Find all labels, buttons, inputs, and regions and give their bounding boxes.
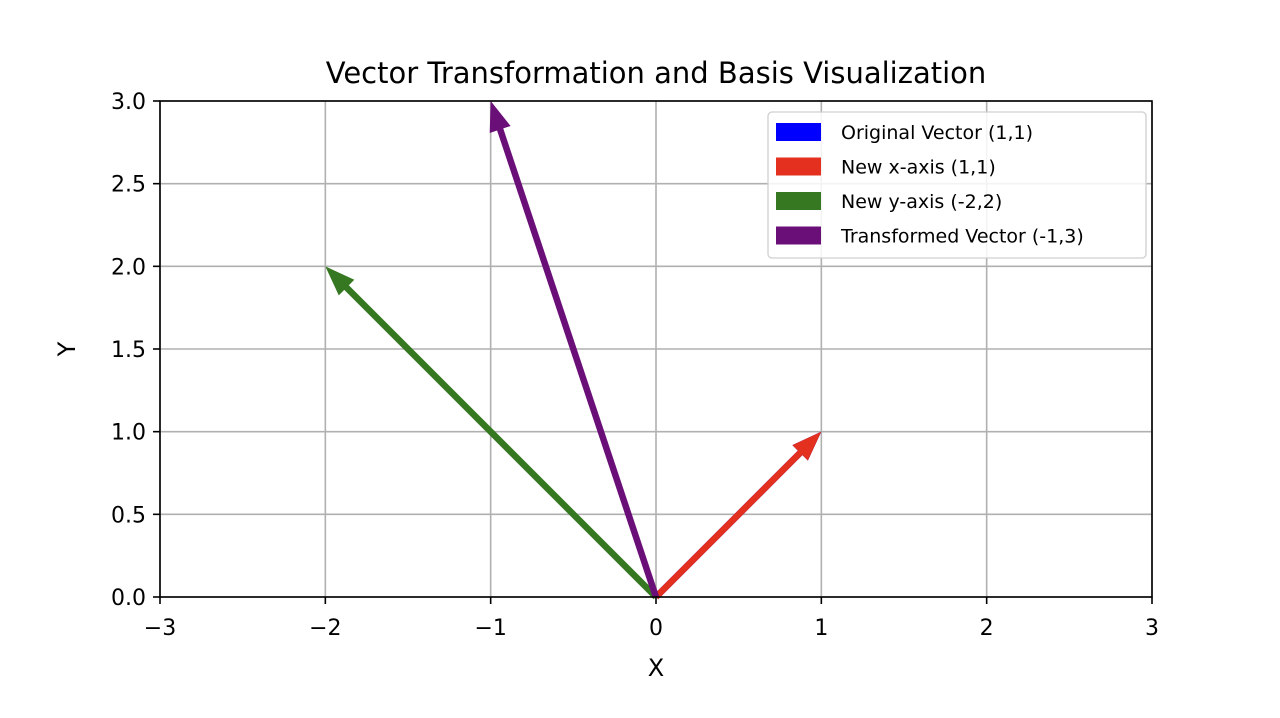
legend-entry-label: New y-axis (-2,2) xyxy=(841,191,1002,213)
x-tick-label: 3 xyxy=(1145,616,1159,641)
x-tick-label: 1 xyxy=(814,616,828,641)
y-tick-label: 0.5 xyxy=(111,503,146,528)
legend-entry-label: Original Vector (1,1) xyxy=(841,122,1033,144)
y-axis-label: Y xyxy=(53,341,81,357)
x-tick-label: −2 xyxy=(309,616,341,641)
legend-entry-label: New x-axis (1,1) xyxy=(841,157,996,179)
legend-box xyxy=(767,111,1147,259)
x-tick-label: 0 xyxy=(649,616,663,641)
x-tick-label: −3 xyxy=(144,616,176,641)
chart-title: Vector Transformation and Basis Visualiz… xyxy=(326,56,987,90)
y-tick-label: 1.0 xyxy=(111,421,146,446)
legend-entry-label: Transformed Vector (-1,3) xyxy=(840,226,1084,248)
y-tick-label: 1.5 xyxy=(111,338,146,363)
y-tick-label: 2.0 xyxy=(111,255,146,280)
x-axis-label: X xyxy=(648,654,664,682)
legend-swatch xyxy=(776,226,821,245)
y-tick-label: 0.0 xyxy=(111,586,146,611)
legend-swatch xyxy=(776,157,821,176)
x-tick-label: −1 xyxy=(474,616,506,641)
legend: Original Vector (1,1) New x-axis (1,1) New… xyxy=(767,111,1147,259)
legend-swatch xyxy=(776,123,821,141)
vector-new-y-axis-2-2 xyxy=(325,266,659,600)
vectors xyxy=(325,101,822,600)
vector-transformed-vector-1-3 xyxy=(489,101,660,599)
x-tick-label: 2 xyxy=(980,616,994,641)
y-tick-label: 2.5 xyxy=(111,173,146,198)
y-tick-label: 3.0 xyxy=(111,90,146,115)
axis-ticks: −3 −2 −1 0 1 2 3 0.0 0.5 1.0 1.5 2.0 2.5 3.0 xyxy=(111,90,1159,641)
legend-swatch xyxy=(776,192,821,210)
vector-new-x-axis-1-1 xyxy=(653,431,822,600)
